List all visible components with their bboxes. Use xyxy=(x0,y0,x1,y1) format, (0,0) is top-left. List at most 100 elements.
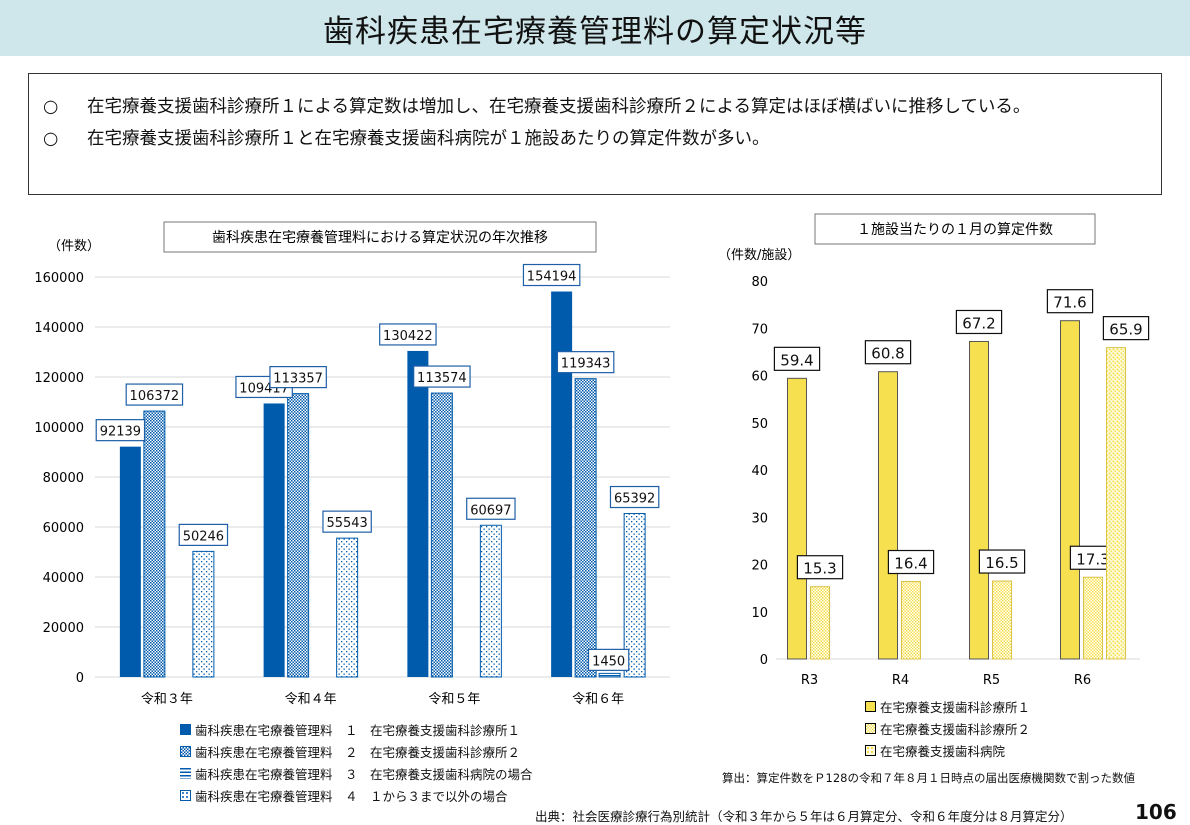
data-label-box xyxy=(379,323,437,346)
data-label-box xyxy=(178,523,229,546)
data-label: 113357 xyxy=(273,372,323,387)
page-title-bar: 歯科疾患在宅療養管理料の算定状況等 xyxy=(0,0,1190,56)
bar xyxy=(336,537,359,678)
data-label-box xyxy=(413,365,471,388)
y-tick-label: 60000 xyxy=(43,521,84,536)
bar xyxy=(598,672,621,678)
data-label-box xyxy=(522,263,581,287)
bar xyxy=(407,350,429,677)
bar xyxy=(143,410,166,678)
data-label: 154194 xyxy=(527,270,577,285)
bar xyxy=(430,392,453,678)
circle-bullet-icon: ○ xyxy=(43,129,59,149)
x-tick-label: R5 xyxy=(983,673,1000,688)
y-tick-label: 80000 xyxy=(43,471,84,486)
dots-swatch-icon xyxy=(180,789,191,801)
bar xyxy=(287,393,310,678)
y-tick-label: 20 xyxy=(751,559,768,574)
legend-label: 歯科疾患在宅療養管理料 ３ 在宅療養支援歯科病院の場合 xyxy=(195,766,533,782)
data-label: 15.3 xyxy=(803,560,836,578)
y-tick-label: 40 xyxy=(751,464,768,479)
legend-item: 歯科疾患在宅療養管理料 ４ １から３まで以外の場合 xyxy=(180,784,533,806)
y-tick-label: 0 xyxy=(760,653,768,668)
data-label: 55543 xyxy=(326,516,367,531)
data-label: 16.5 xyxy=(985,554,1018,572)
y-tick-label: 160000 xyxy=(34,271,84,286)
summary-box: ○ 在宅療養支援歯科診療所１による算定数は増加し、在宅療養支援歯科診療所２による算… xyxy=(28,73,1162,195)
legend-item: 在宅療養支援歯科診療所２ xyxy=(865,717,1030,739)
x-tick-label: 令和５年 xyxy=(428,692,480,707)
y-tick-label: 40000 xyxy=(43,571,84,586)
data-label-box xyxy=(1046,289,1094,314)
left-chart-legend: 歯科疾患在宅療養管理料 １ 在宅療養支援歯科診療所１ 歯科疾患在宅療養管理料 ２… xyxy=(180,718,533,806)
legend-label: 歯科疾患在宅療養管理料 １ 在宅療養支援歯科診療所１ xyxy=(195,722,521,738)
x-tick-label: R3 xyxy=(801,673,818,688)
y-tick-label: 70 xyxy=(751,322,768,337)
bar xyxy=(623,513,646,678)
summary-text: 在宅療養支援歯科診療所１と在宅療養支援歯科病院が１施設あたりの算定件数が多い。 xyxy=(87,129,770,149)
data-label-box xyxy=(95,419,146,442)
data-label-box xyxy=(887,549,935,575)
data-label: 1450 xyxy=(592,654,625,669)
legend-item: 歯科疾患在宅療養管理料 ３ 在宅療養支援歯科病院の場合 xyxy=(180,762,533,784)
y-tick-label: 0 xyxy=(76,671,84,686)
bar xyxy=(878,371,898,660)
x-tick-label: R4 xyxy=(892,673,909,688)
y-tick-label: 30 xyxy=(751,511,768,526)
calculation-note: 算出：算定件数をＰ128の令和７年８月１日時点の届出医療機関数で割った数値 xyxy=(722,771,1135,785)
legend-label: 在宅療養支援歯科診療所１ xyxy=(880,699,1031,715)
y-tick-label: 100000 xyxy=(34,421,84,436)
chart-title: １施設当たりの１月の算定件数 xyxy=(857,222,1053,238)
data-label: 50246 xyxy=(183,529,224,544)
y-tick-label: 50 xyxy=(751,417,768,432)
solid-swatch-icon xyxy=(865,700,876,712)
bar xyxy=(992,580,1012,660)
bar xyxy=(810,586,830,660)
data-label: 71.6 xyxy=(1053,294,1086,312)
bar xyxy=(479,524,502,678)
y-tick-label: 120000 xyxy=(34,371,84,386)
page-title: 歯科疾患在宅療養管理料の算定状況等 xyxy=(323,13,867,50)
data-label: 60.8 xyxy=(871,345,904,363)
data-label-box xyxy=(269,366,327,389)
legend-label: 歯科疾患在宅療養管理料 ４ １から３まで以外の場合 xyxy=(195,788,508,804)
x-tick-label: 令和６年 xyxy=(572,692,624,707)
bar xyxy=(551,291,573,677)
x-tick-label: 令和４年 xyxy=(285,692,337,707)
circle-bullet-icon: ○ xyxy=(43,97,59,117)
legend-item: 在宅療養支援歯科診療所１ xyxy=(865,695,1030,717)
data-label-box xyxy=(864,340,912,365)
data-label: 130422 xyxy=(383,329,433,344)
data-label: 59.4 xyxy=(780,351,813,369)
summary-item: ○ 在宅療養支援歯科診療所１と在宅療養支援歯科病院が１施設あたりの算定件数が多い。 xyxy=(43,126,1147,152)
legend-item: 在宅療養支援歯科病院 xyxy=(865,739,1030,761)
legend-label: 在宅療養支援歯科診療所２ xyxy=(880,721,1031,737)
legend-item: 歯科疾患在宅療養管理料 ２ 在宅療養支援歯科診療所２ xyxy=(180,740,533,762)
y-tick-label: 10 xyxy=(751,606,768,621)
y-tick-label: 60 xyxy=(751,370,768,385)
dots-swatch-icon xyxy=(865,744,876,756)
data-label-box xyxy=(796,555,844,580)
data-label-box xyxy=(556,351,615,374)
right-chart-legend: 在宅療養支援歯科診療所１ 在宅療養支援歯科診療所２ 在宅療養支援歯科病院 xyxy=(865,695,1030,761)
chart-title-box xyxy=(163,221,597,253)
data-label: 119343 xyxy=(561,357,611,372)
y-tick-label: 20000 xyxy=(43,621,84,636)
x-tick-label: R6 xyxy=(1074,673,1091,688)
data-label: 106372 xyxy=(130,389,180,404)
summary-item: ○ 在宅療養支援歯科診療所１による算定数は増加し、在宅療養支援歯科診療所２による算… xyxy=(43,94,1147,120)
data-label-box xyxy=(1102,316,1150,341)
data-label: 60697 xyxy=(470,503,511,518)
checker-swatch-icon xyxy=(180,745,191,757)
y-axis-label: （件数） xyxy=(48,239,100,254)
x-tick-label: 令和３年 xyxy=(141,692,193,707)
bar xyxy=(901,581,921,660)
bar xyxy=(192,550,215,678)
data-label: 16.4 xyxy=(894,555,927,573)
bar xyxy=(969,340,989,660)
data-label-box xyxy=(609,485,660,509)
data-label: 92139 xyxy=(100,425,141,440)
checker-swatch-icon xyxy=(865,722,876,734)
source-note: 出典：社会医療診療行為別統計（令和３年から５年は６月算定分、令和６年度分は８月算… xyxy=(535,809,1073,824)
y-tick-label: 140000 xyxy=(34,321,84,336)
